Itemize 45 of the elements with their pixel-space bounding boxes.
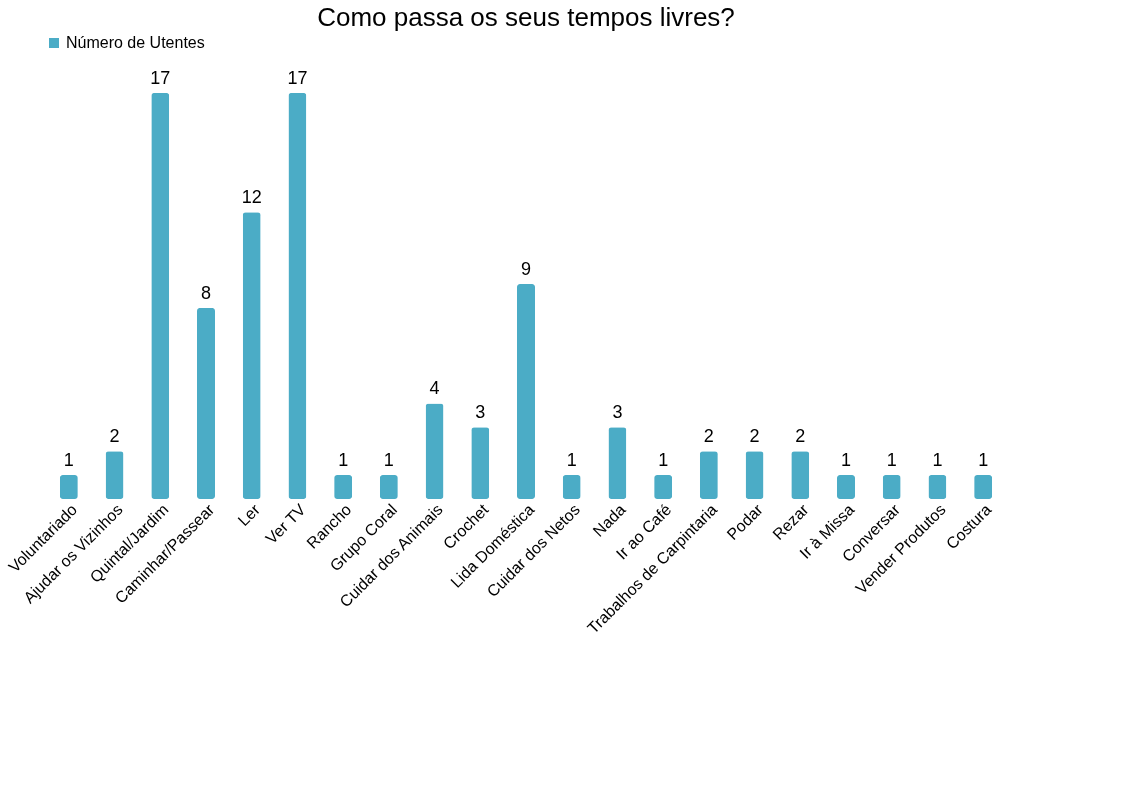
bar <box>59 475 78 499</box>
bar <box>928 475 947 499</box>
data-label: 1 <box>566 450 577 471</box>
data-label: 4 <box>429 378 440 399</box>
data-label: 1 <box>63 450 74 471</box>
bar <box>151 92 170 499</box>
data-label: 1 <box>932 450 943 471</box>
data-label: 3 <box>612 402 623 423</box>
chart-title: Como passa os seus tempos livres? <box>317 2 735 32</box>
data-label: 2 <box>749 426 760 447</box>
bar <box>791 451 810 499</box>
data-label: 1 <box>383 450 394 471</box>
bar <box>882 475 901 499</box>
data-label: 2 <box>703 426 714 447</box>
bar <box>517 284 535 499</box>
bar <box>425 403 444 499</box>
bar <box>654 475 673 499</box>
bar <box>608 427 627 499</box>
bar <box>562 475 581 499</box>
bar <box>471 427 490 499</box>
data-label: 2 <box>109 426 120 447</box>
bar <box>837 475 855 499</box>
data-label: 12 <box>241 187 262 208</box>
bar <box>105 451 124 499</box>
data-label: 17 <box>287 67 308 88</box>
data-label: 2 <box>795 426 806 447</box>
bar <box>699 451 718 499</box>
data-label: 1 <box>658 450 669 471</box>
bar <box>242 212 261 499</box>
bar <box>288 92 307 499</box>
x-tick-label: Ler <box>234 500 264 530</box>
bar <box>974 475 993 499</box>
bar <box>379 475 398 499</box>
data-label: 1 <box>978 450 989 471</box>
data-label: 1 <box>840 450 852 471</box>
data-label: 1 <box>886 450 897 471</box>
data-label: 3 <box>475 402 486 423</box>
data-label: 8 <box>200 282 212 303</box>
bar <box>334 475 353 499</box>
bar <box>197 307 215 499</box>
data-label: 9 <box>520 259 532 279</box>
legend-label: Número de Utentes <box>66 34 205 51</box>
data-label: 17 <box>150 67 171 88</box>
data-label: 1 <box>338 450 349 471</box>
bar <box>745 451 764 499</box>
